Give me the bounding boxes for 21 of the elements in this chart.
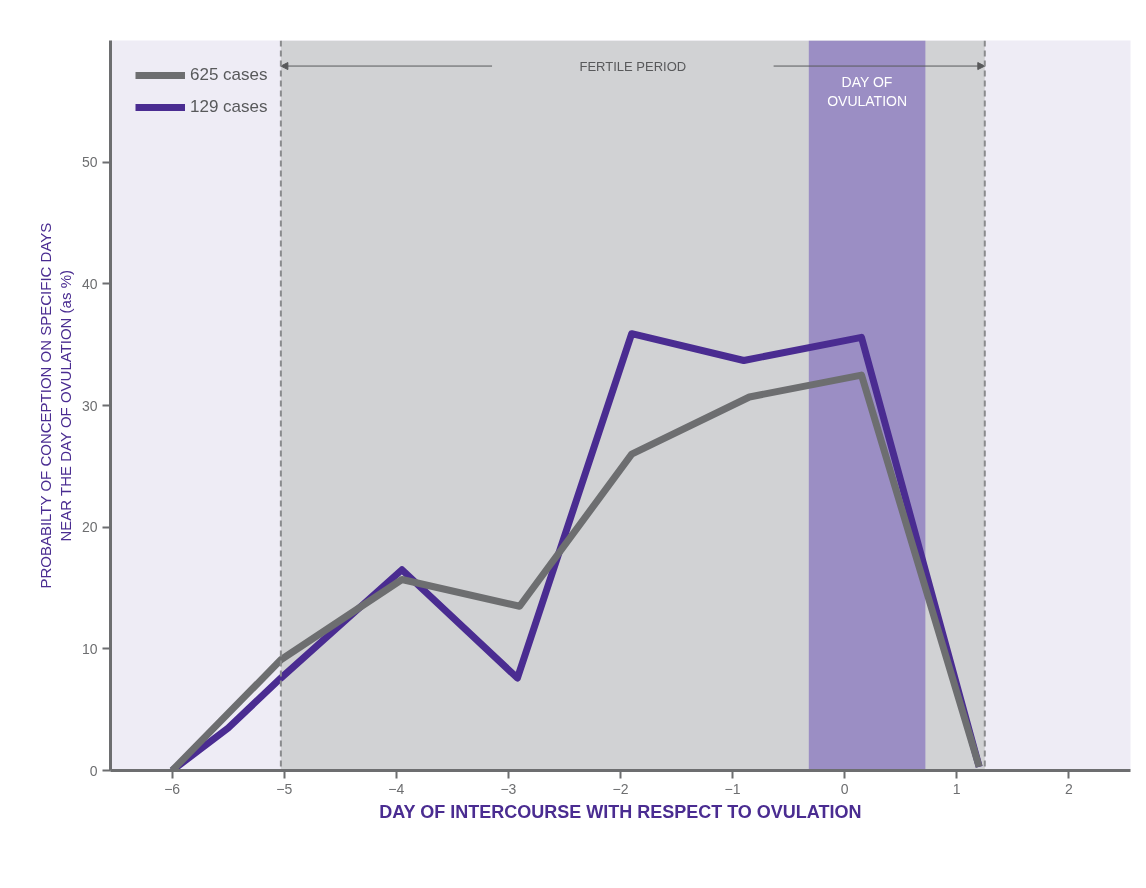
- x-tick-label: −6: [164, 780, 181, 797]
- y-tick-label: 20: [81, 519, 98, 536]
- y-tick-label: 40: [81, 275, 98, 292]
- x-axis-title: DAY OF INTERCOURSE WITH RESPECT TO OVULATION: [379, 801, 862, 822]
- band-label: DAY OF OVULATION: [827, 74, 908, 110]
- legend-label: 129 cases: [190, 97, 268, 117]
- y-tick-label: 50: [81, 154, 98, 171]
- y-tick-label: 10: [81, 640, 98, 657]
- x-tick-label: 2: [1064, 780, 1073, 797]
- x-tick-label: −3: [500, 780, 517, 797]
- x-tick-label: 0: [840, 780, 849, 797]
- x-tick-label: 1: [952, 780, 961, 797]
- y-axis-title: PROBABILTY OF CONCEPTION ON SPECIFIC DAYS NEAR THE DAY OF OVULATION (as %): [36, 222, 74, 589]
- x-tick-label: −1: [724, 780, 741, 797]
- legend-label: 625 cases: [190, 65, 268, 85]
- x-tick-label: −4: [388, 780, 405, 797]
- band-label: FERTILE PERIOD: [579, 58, 687, 74]
- x-tick-label: −5: [276, 780, 293, 797]
- x-tick-label: −2: [612, 780, 629, 797]
- y-tick-label: 30: [81, 397, 98, 414]
- y-tick-label: 0: [89, 762, 98, 779]
